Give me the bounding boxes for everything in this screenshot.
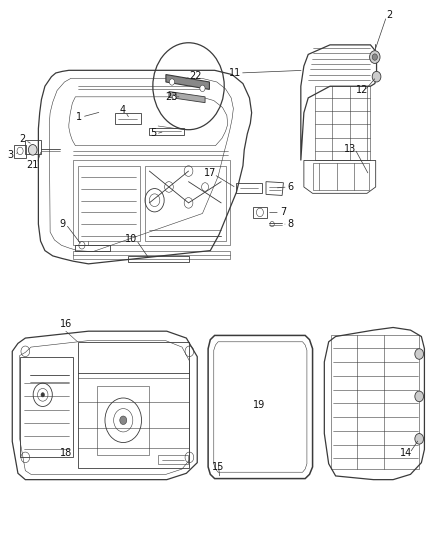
Circle shape: [415, 433, 424, 444]
Text: 1: 1: [76, 112, 82, 122]
Text: 23: 23: [165, 92, 177, 102]
Circle shape: [415, 349, 424, 359]
Circle shape: [200, 85, 205, 92]
Text: 6: 6: [288, 182, 294, 192]
Text: 8: 8: [288, 219, 294, 229]
Circle shape: [41, 393, 45, 397]
Text: 18: 18: [60, 448, 72, 458]
Circle shape: [370, 51, 380, 63]
Text: 2: 2: [386, 10, 393, 20]
Text: 15: 15: [212, 462, 224, 472]
Text: 13: 13: [344, 144, 357, 154]
Circle shape: [28, 144, 37, 155]
Circle shape: [173, 94, 177, 100]
Text: 16: 16: [60, 319, 72, 329]
Circle shape: [415, 391, 424, 402]
Text: 10: 10: [125, 234, 137, 244]
Text: 19: 19: [253, 400, 265, 410]
Polygon shape: [166, 75, 209, 90]
Text: 7: 7: [280, 207, 286, 217]
Text: 3: 3: [7, 150, 13, 160]
Text: 22: 22: [189, 70, 201, 80]
Text: 2: 2: [19, 134, 25, 144]
Text: 9: 9: [59, 219, 65, 229]
Text: 11: 11: [230, 68, 242, 78]
Polygon shape: [169, 92, 205, 103]
Text: 21: 21: [27, 160, 39, 169]
Text: 12: 12: [356, 85, 368, 95]
Text: 4: 4: [119, 105, 125, 115]
Circle shape: [170, 79, 175, 85]
Text: 5: 5: [150, 128, 156, 138]
Circle shape: [120, 416, 127, 424]
Circle shape: [372, 71, 381, 82]
Text: 17: 17: [204, 168, 216, 178]
Text: 14: 14: [400, 448, 412, 458]
Circle shape: [372, 54, 378, 60]
